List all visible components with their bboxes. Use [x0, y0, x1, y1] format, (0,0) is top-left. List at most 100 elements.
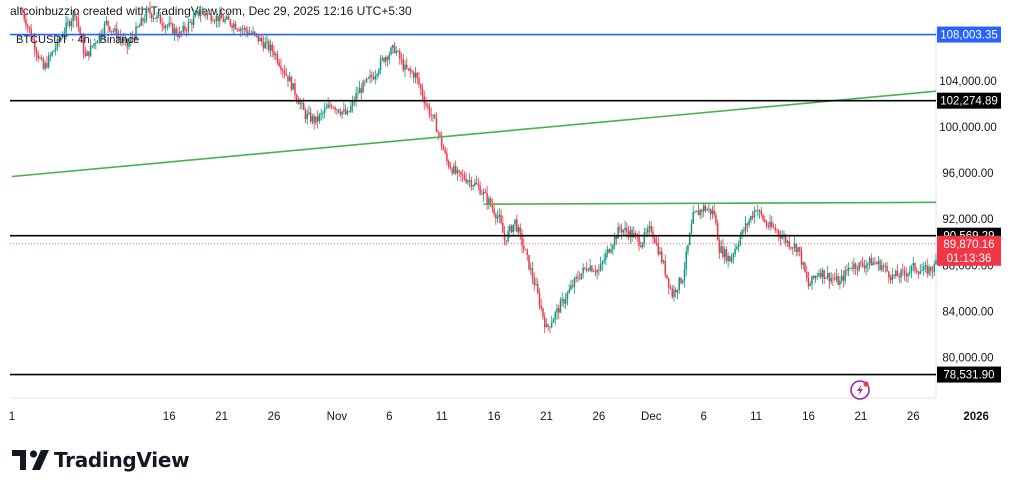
time-tick-label: 6: [700, 411, 706, 423]
candle-body: [606, 249, 609, 254]
candle-body: [722, 246, 724, 257]
tradingview-logo-icon: [12, 450, 49, 470]
candle-body: [620, 228, 623, 233]
candle-body: [933, 264, 935, 272]
candle-body: [725, 249, 728, 261]
candle-body: [825, 277, 827, 279]
candle-body: [213, 20, 216, 22]
candle-body: [601, 261, 604, 264]
time-tick-label: 26: [907, 411, 920, 423]
candle-body: [227, 16, 230, 20]
candle-body: [495, 214, 497, 219]
candle-body: [762, 214, 764, 221]
candle-body: [252, 31, 254, 34]
symbol-legend[interactable]: BTCUSDT · 4h · Binance: [16, 34, 140, 46]
candle-body: [748, 220, 750, 226]
candle-body: [765, 221, 768, 227]
candle-body: [734, 248, 736, 255]
candle-body: [923, 266, 925, 271]
candle-body: [786, 241, 789, 243]
time-tick-label: 1: [9, 411, 15, 423]
candle-body: [154, 17, 156, 19]
candle-body: [851, 267, 853, 269]
candle-body: [523, 245, 525, 250]
candle-body: [519, 227, 522, 234]
candle-body: [316, 116, 319, 122]
lightning-alert-icon[interactable]: [850, 380, 870, 400]
price-tick-label: 80,000.00: [942, 353, 993, 365]
candle-body: [692, 212, 694, 225]
candle-body: [175, 28, 177, 35]
candle-body: [432, 114, 434, 116]
candles-layer: [21, 1, 941, 334]
candle-body: [877, 260, 880, 265]
candle-body: [236, 29, 239, 31]
candle-body: [575, 277, 577, 279]
candle-body: [900, 270, 902, 278]
candle-body: [510, 225, 513, 233]
candle-body: [412, 72, 415, 78]
price-tick-label: 84,000.00: [942, 306, 993, 318]
candle-body: [49, 55, 52, 57]
trendline[interactable]: [483, 201, 937, 205]
candle-body: [659, 251, 661, 255]
candle-body: [72, 12, 74, 21]
candle-body: [535, 284, 537, 286]
candle-body: [37, 53, 39, 59]
candle-body: [194, 13, 197, 17]
candle-body: [84, 53, 87, 57]
candle-body: [863, 265, 866, 269]
candle-body: [238, 29, 240, 31]
candle-body: [475, 182, 478, 185]
candle-body: [521, 233, 523, 246]
candle-body: [397, 51, 399, 52]
candle-body: [641, 242, 644, 248]
candle-body: [81, 34, 83, 39]
candle-body: [470, 180, 473, 187]
candle-body: [42, 59, 45, 69]
candle-body: [662, 261, 665, 263]
candle-body: [468, 180, 471, 181]
candle-body: [818, 273, 820, 276]
candle-body: [846, 270, 848, 271]
candle-body: [654, 237, 656, 243]
candle-body: [346, 111, 349, 115]
candle-body: [526, 250, 529, 256]
level-price-label: 78,531.90: [943, 370, 994, 382]
candle-body: [661, 251, 663, 263]
candle-body: [199, 13, 202, 17]
candle-body: [463, 175, 466, 180]
candle-body: [547, 324, 549, 327]
candle-body: [615, 236, 618, 239]
candle-body: [318, 114, 321, 122]
time-tick-label: 11: [436, 411, 448, 423]
candle-body: [685, 251, 687, 270]
candle-body: [744, 223, 747, 231]
candle-body: [680, 277, 682, 284]
candle-body: [543, 316, 546, 328]
price-tick-label: 92,000.00: [942, 214, 993, 226]
candle-body: [428, 106, 431, 115]
candle-body: [311, 116, 314, 122]
trendline[interactable]: [11, 90, 937, 178]
time-tick-label: 16: [488, 411, 501, 423]
price-chart[interactable]: 80,000.0084,000.0088,000.0092,000.0096,0…: [0, 0, 1024, 440]
candle-body: [454, 165, 457, 174]
candle-body: [288, 76, 291, 82]
candle-body: [229, 19, 232, 26]
candle-body: [332, 107, 335, 109]
candle-body: [809, 284, 811, 287]
candle-body: [914, 263, 916, 271]
candle-body: [514, 219, 516, 225]
candle-body: [430, 114, 432, 116]
candle-body: [868, 257, 871, 264]
candle-body: [849, 267, 852, 269]
candle-body: [313, 116, 315, 123]
candle-body: [386, 57, 389, 60]
candle-body: [247, 31, 249, 35]
candle-body: [390, 47, 392, 55]
candle-body: [723, 249, 726, 257]
candle-body: [840, 275, 843, 281]
candle-body: [629, 229, 632, 238]
candle-body: [557, 308, 560, 313]
